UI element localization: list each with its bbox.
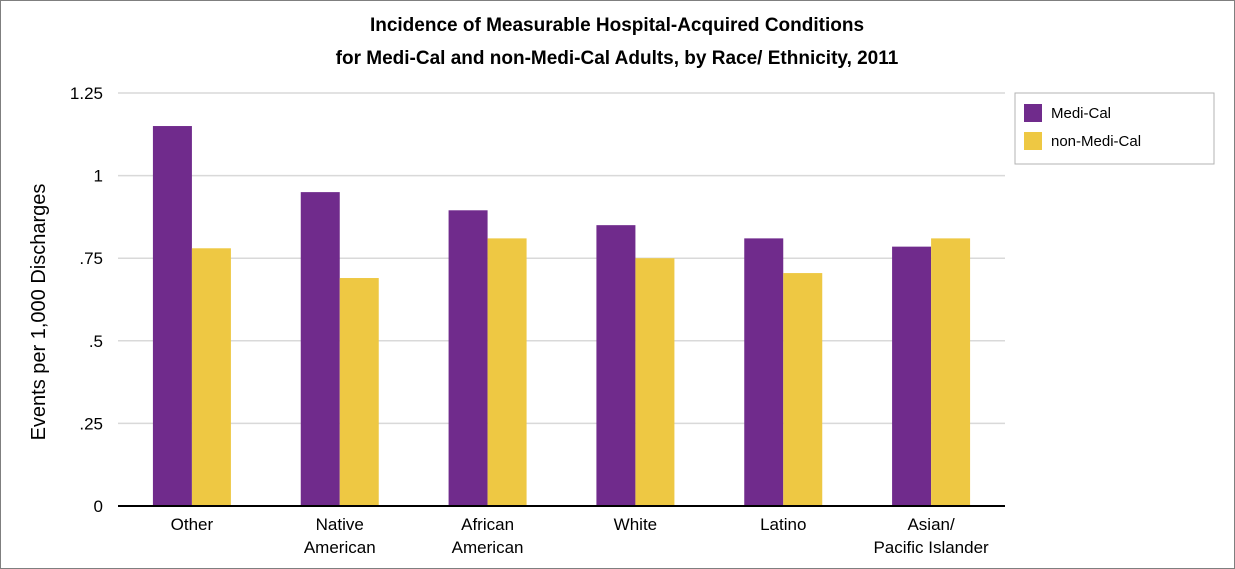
legend: Medi-Cal non-Medi-Cal (1014, 92, 1215, 165)
legend-swatch (1024, 132, 1042, 150)
legend-label: non-Medi-Cal (1051, 133, 1141, 150)
x-tick-label: Native (316, 515, 364, 534)
y-tick-label: 1 (94, 167, 103, 186)
x-tick-label: African (461, 515, 514, 534)
y-axis-ticks: 0 .25 .5 .75 1 1.25 (70, 84, 103, 516)
x-tick-label: Other (171, 515, 214, 534)
bars (152, 126, 971, 507)
bar-medi-cal (152, 126, 192, 506)
grid-lines (118, 92, 1005, 425)
bar-medi-cal (596, 225, 636, 506)
x-tick-label: Latino (760, 515, 806, 534)
legend-swatch (1024, 104, 1042, 122)
y-axis-title: Events per 1,000 Discharges (28, 184, 50, 441)
x-tick-label: American (304, 538, 376, 557)
x-tick-label: White (614, 515, 657, 534)
chart-subtitle: for Medi-Cal and non-Medi-Cal Adults, by… (336, 48, 899, 69)
y-tick-label: 1.25 (70, 84, 103, 103)
x-tick-label: Pacific Islander (873, 538, 989, 557)
bar-medi-cal (744, 238, 784, 506)
bar-medi-cal (892, 246, 932, 507)
bar-non-medi-cal (191, 248, 231, 506)
bar-non-medi-cal (931, 238, 971, 506)
bar-medi-cal (300, 192, 340, 506)
bar-non-medi-cal (487, 238, 527, 506)
bar-non-medi-cal (783, 273, 823, 506)
chart-title: Incidence of Measurable Hospital-Acquire… (370, 15, 864, 36)
x-tick-label: Asian/ (907, 515, 955, 534)
y-tick-label: .25 (79, 414, 103, 433)
bar-non-medi-cal (635, 258, 675, 506)
x-axis-labels: Other Native American African American White L… (171, 515, 989, 557)
y-tick-label: .75 (79, 249, 103, 268)
y-tick-label: .5 (89, 332, 103, 351)
x-tick-label: American (452, 538, 524, 557)
legend-label: Medi-Cal (1051, 105, 1111, 122)
bar-non-medi-cal (339, 278, 379, 506)
bar-medi-cal (448, 210, 488, 507)
legend-box (1014, 92, 1215, 165)
y-tick-label: 0 (94, 497, 103, 516)
